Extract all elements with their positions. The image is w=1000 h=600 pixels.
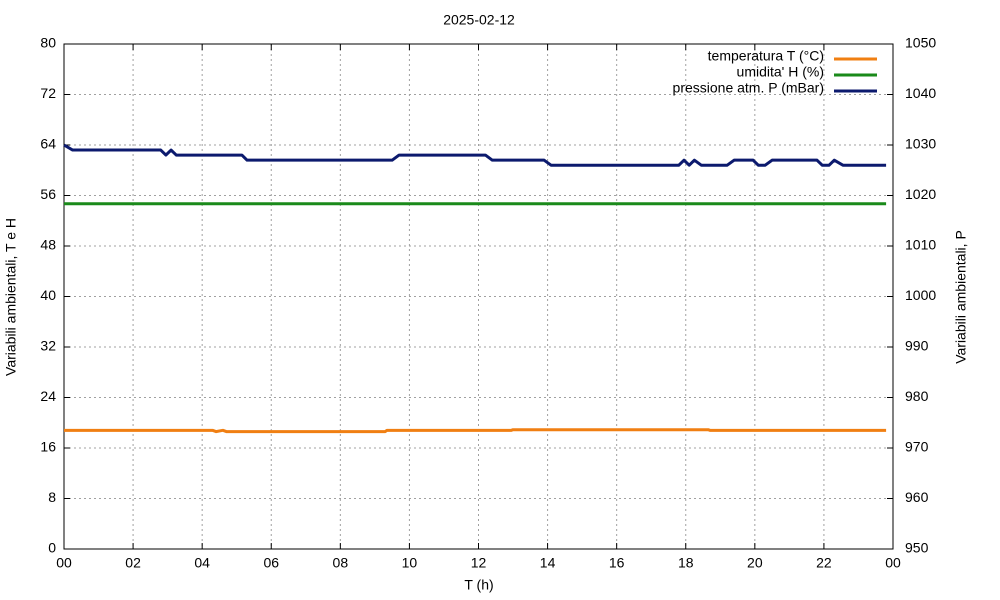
x-tick-label: 16	[609, 555, 625, 571]
x-tick-label: 20	[747, 555, 763, 571]
plot-border	[63, 43, 894, 550]
x-axis-label: T (h)	[464, 577, 493, 593]
legend-label: umidita' H (%)	[737, 64, 824, 80]
y-tick-label: 80	[40, 35, 56, 51]
x-tick-label: 10	[402, 555, 418, 571]
y2-tick-label: 1020	[905, 186, 936, 202]
x-tick-label: 06	[263, 555, 279, 571]
x-tick-label: 22	[816, 555, 832, 571]
x-tick-label: 04	[194, 555, 210, 571]
series-line	[64, 428, 887, 434]
y-tick-label: 16	[40, 439, 56, 455]
x-tick-label: 18	[678, 555, 694, 571]
y-tick-label: 72	[40, 85, 56, 101]
y-tick-label: 32	[40, 338, 56, 354]
x-tick-label: 02	[125, 555, 141, 571]
y2-tick-label: 1000	[905, 287, 936, 303]
y-tick-label: 24	[40, 388, 56, 404]
chart-title: 2025-02-12	[443, 12, 515, 28]
y-tick-label: 56	[40, 186, 56, 202]
y2-tick-label: 970	[905, 439, 929, 455]
y-tick-label: 48	[40, 237, 56, 253]
series-line	[63, 143, 887, 167]
y2-tick-label: 1050	[905, 35, 936, 51]
y2-tick-label: 1040	[905, 85, 936, 101]
y2-tick-label: 950	[905, 540, 929, 556]
y-axis-label: Variabili ambientali, T e H	[3, 218, 19, 376]
x-tick-label: 00	[56, 555, 72, 571]
x-tick-label: 14	[540, 555, 556, 571]
y2-tick-label: 1030	[905, 136, 936, 152]
x-tick-label: 00	[885, 555, 901, 571]
y2-tick-label: 960	[905, 489, 929, 505]
y2-tick-label: 1010	[905, 237, 936, 253]
x-tick-label: 12	[471, 555, 487, 571]
y2-tick-label: 990	[905, 338, 929, 354]
y-tick-label: 40	[40, 287, 56, 303]
y-tick-label: 64	[40, 136, 56, 152]
legend-label: pressione atm. P (mBar)	[673, 80, 824, 96]
x-tick-label: 08	[333, 555, 349, 571]
legend-label: temperatura T (°C)	[708, 48, 824, 64]
y-tick-label: 0	[48, 540, 56, 556]
y2-axis-label: Variabili ambientali, P	[953, 230, 969, 364]
y-tick-label: 8	[48, 489, 56, 505]
y2-tick-label: 980	[905, 388, 929, 404]
